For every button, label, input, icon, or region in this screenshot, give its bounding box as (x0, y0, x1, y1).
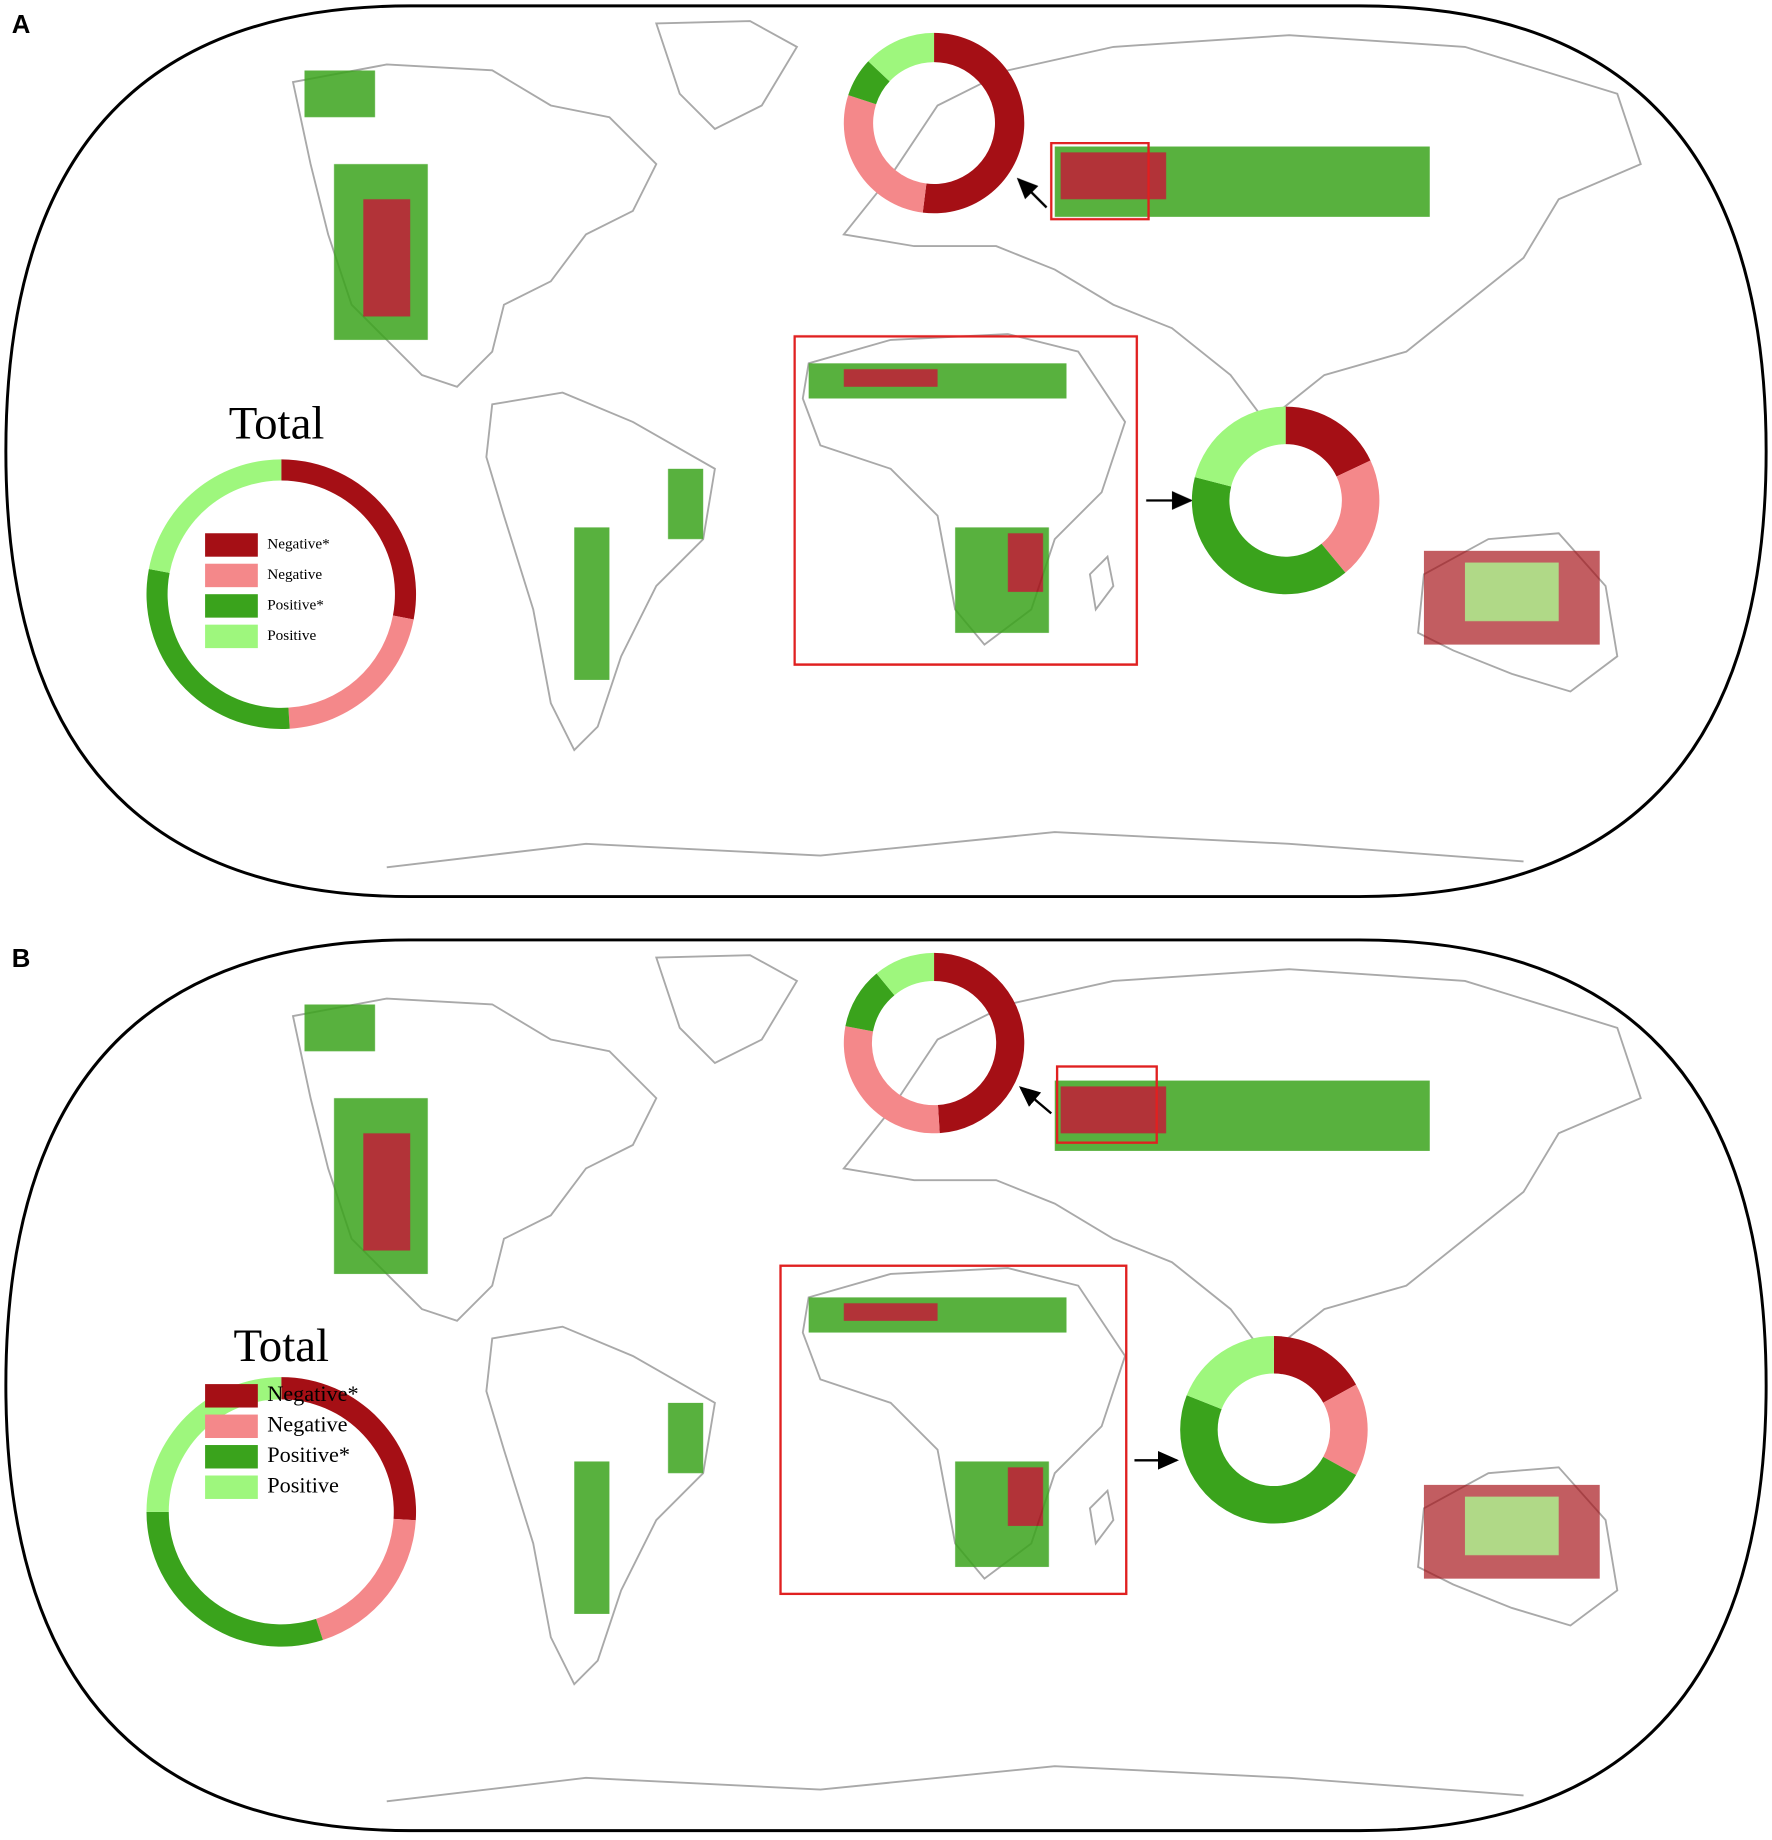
donut-segment (848, 61, 890, 105)
legend-swatch (205, 533, 258, 557)
donut-segment (1194, 406, 1286, 487)
donut-segment (148, 459, 282, 573)
legend-label: Positive* (267, 1442, 350, 1467)
legend-swatch (205, 1384, 258, 1408)
donut-segment (1191, 477, 1346, 595)
donut-segment (1285, 406, 1371, 477)
donut-segment (146, 568, 290, 729)
donut-segment (876, 952, 935, 996)
donut-segment (1321, 460, 1380, 573)
legend-label: Positive (267, 1472, 339, 1497)
donut-segment (281, 459, 417, 620)
legend-swatch (205, 624, 258, 649)
panel-b-map (4, 938, 1768, 1833)
donut-segment (1273, 1336, 1357, 1403)
donut-segment (934, 952, 1025, 1134)
panel-a-map (4, 4, 1768, 899)
legend-swatch (205, 1475, 258, 1499)
donut-segment (288, 615, 414, 729)
donut-segment (845, 973, 895, 1032)
donut-segment (868, 32, 935, 82)
legend-swatch (205, 594, 258, 618)
donut-segment (1180, 1395, 1357, 1524)
donut-segment (843, 1026, 940, 1134)
legend-swatch (205, 1414, 258, 1439)
legend-label: Positive (267, 627, 316, 644)
donut-segment (922, 32, 1025, 214)
donut-segment (316, 1518, 416, 1641)
panel-label: B (12, 945, 31, 973)
legend-label: Negative (267, 566, 322, 583)
donut-segment (1323, 1384, 1368, 1475)
donut-segment (281, 1377, 417, 1521)
donut-segment (146, 1511, 323, 1647)
donut-title: Total (233, 1320, 329, 1372)
legend-swatch (205, 1445, 258, 1469)
donut-segment (843, 95, 927, 213)
legend-swatch (205, 563, 258, 588)
donut-segment (1186, 1336, 1274, 1410)
legend-label: Negative* (267, 1381, 358, 1406)
panel-label: A (12, 11, 31, 39)
legend-label: Negative (267, 1411, 347, 1436)
legend-label: Positive* (267, 596, 324, 613)
legend-label: Negative* (267, 535, 330, 552)
donut-title: Total (229, 398, 325, 450)
